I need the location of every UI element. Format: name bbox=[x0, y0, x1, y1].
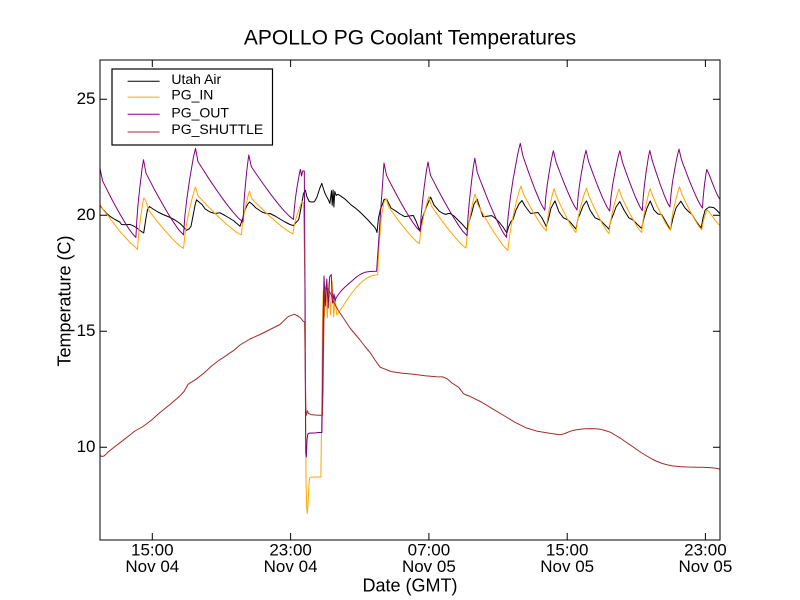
svg-text:15: 15 bbox=[77, 321, 96, 340]
svg-text:PG_OUT: PG_OUT bbox=[171, 104, 229, 120]
svg-text:Nov 05: Nov 05 bbox=[402, 557, 456, 576]
svg-text:Date (GMT): Date (GMT) bbox=[362, 576, 457, 596]
svg-text:PG_SHUTTLE: PG_SHUTTLE bbox=[171, 121, 263, 137]
svg-text:Nov 05: Nov 05 bbox=[540, 557, 594, 576]
svg-text:10: 10 bbox=[77, 437, 96, 456]
svg-text:15:00: 15:00 bbox=[546, 541, 589, 560]
svg-text:Nov 04: Nov 04 bbox=[264, 557, 318, 576]
svg-text:15:00: 15:00 bbox=[131, 541, 174, 560]
svg-text:Nov 04: Nov 04 bbox=[125, 557, 179, 576]
svg-text:23:00: 23:00 bbox=[269, 541, 312, 560]
svg-text:PG_IN: PG_IN bbox=[171, 87, 213, 103]
svg-text:07:00: 07:00 bbox=[408, 541, 451, 560]
svg-text:23:00: 23:00 bbox=[684, 541, 727, 560]
svg-text:Nov 05: Nov 05 bbox=[678, 557, 732, 576]
svg-text:Utah Air: Utah Air bbox=[171, 71, 221, 87]
svg-text:20: 20 bbox=[77, 205, 96, 224]
svg-text:25: 25 bbox=[77, 89, 96, 108]
svg-text:Temperature (C): Temperature (C) bbox=[55, 235, 75, 366]
svg-text:APOLLO PG Coolant Temperatures: APOLLO PG Coolant Temperatures bbox=[244, 27, 576, 50]
